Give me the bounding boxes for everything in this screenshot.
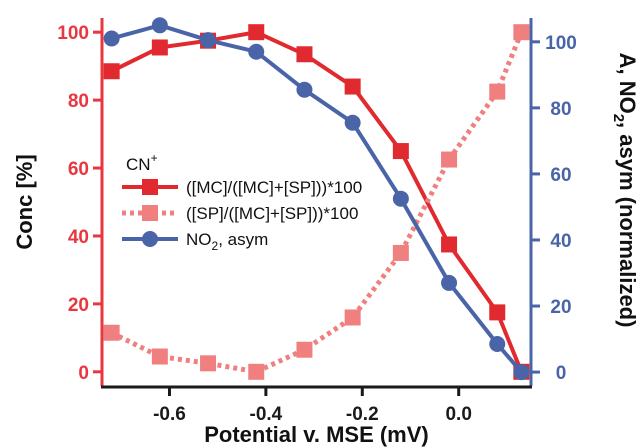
y-right-tick-label: 80 [550,99,571,120]
data-point [392,244,409,261]
data-point [344,78,361,95]
data-point [296,341,313,358]
y-left-tick-label: 40 [68,227,89,248]
legend-label: ([MC]/([MC]+[SP]))*100 [186,178,362,197]
legend-label: ([SP]/([MC]+[SP]))*100 [186,204,358,223]
y-left-tick-label: 80 [68,91,89,112]
ticks: 0 20 40 60 80 100 0 20 40 60 80 100 -0.6 -0.4 -0.2 0.0 [57,23,577,425]
legend-items: ([MC]/([MC]+[SP]))*100 ([SP]/([MC]+[SP]))… [122,178,362,253]
data-point [513,364,530,381]
y-left-tick-label: 60 [68,159,89,180]
data-point [513,24,530,41]
y-right-tick-label: 100 [545,33,577,54]
y-axis-right-title-subscript: 2 [610,114,627,122]
data-point [151,348,168,365]
series-1 [103,24,530,380]
data-point [103,63,120,80]
data-point [296,81,313,98]
legend-swatch-marker [142,179,158,195]
x-axis-title: Potential v. MSE (mV) [204,422,429,447]
data-point [441,236,458,253]
legend-swatch-marker [142,205,158,221]
legend-label: NO2, asym [186,230,268,253]
y-right-tick-label: 60 [550,165,571,186]
legend-title-text: CN [126,155,151,174]
x-tick-label: -0.2 [346,404,379,425]
series-layer [103,17,530,381]
data-point [344,309,361,326]
legend-title: CN+ [126,151,158,174]
y-axis-right-title: A, NO2, asym (normalized) [610,53,640,328]
data-point [200,32,217,49]
y-axis-right-title-part-1: A, NO [615,53,640,114]
legend-item: ([MC]/([MC]+[SP]))*100 [122,178,362,197]
x-tick-label: -0.4 [250,404,283,425]
y-left-tick-label: 100 [57,23,89,44]
series-line [111,23,523,374]
data-point [200,355,217,372]
data-point [489,336,506,353]
data-point [489,83,506,100]
x-tick-label: -0.6 [153,404,186,425]
data-point [103,30,120,47]
legend: CN+ ([MC]/([MC]+[SP]))*100 ([SP]/([MC]+[S… [122,151,362,253]
data-point [103,324,120,341]
data-point [296,46,313,63]
data-point [151,39,168,56]
data-point [489,304,506,321]
x-tick-label: 0.0 [445,404,471,425]
y-right-tick-label: 20 [550,297,571,318]
series-2 [103,24,530,380]
y-right-tick-label: 40 [550,231,571,252]
y-axis-left-title: Conc [%] [12,154,37,249]
data-point [392,190,409,207]
y-right-tick-label: 0 [556,363,567,384]
data-point [344,114,361,131]
data-point [248,363,265,380]
legend-item: NO2, asym [122,230,268,253]
y-axis-right-title-part-3: , asym (normalized) [615,122,640,327]
legend-title-sup: + [151,151,158,165]
data-point [441,151,458,168]
data-point [392,143,409,160]
legend-swatch-marker [142,231,158,247]
y-left-tick-label: 0 [78,363,89,384]
data-point [441,274,458,291]
data-point [248,24,265,41]
data-point [151,17,168,34]
data-point [248,43,265,60]
y-left-tick-label: 20 [68,295,89,316]
axes [100,18,533,389]
legend-item: ([SP]/([MC]+[SP]))*100 [122,204,358,223]
series-3 [103,17,530,381]
series-line [110,30,524,373]
series-line [110,31,524,375]
